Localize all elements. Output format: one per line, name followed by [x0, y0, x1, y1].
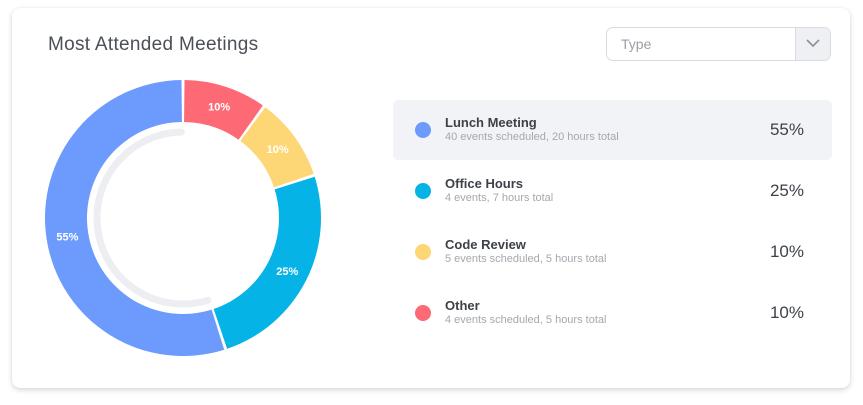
legend-row-lunch-meeting[interactable]: Lunch Meeting 40 events scheduled, 20 ho…	[393, 100, 832, 160]
slice-label: 55%	[56, 231, 78, 243]
type-select-toggle[interactable]	[795, 28, 830, 60]
slice-label: 25%	[276, 266, 298, 278]
legend-dot	[415, 305, 431, 321]
donut-chart: 10% 10% 25% 55%	[45, 80, 321, 356]
slice-label: 10%	[208, 102, 230, 114]
legend-dot	[415, 183, 431, 199]
legend-percent: 55%	[769, 120, 804, 139]
donut-inner-ring	[93, 128, 212, 308]
legend-name: Office Hours	[445, 176, 524, 191]
legend-subtitle: 4 events scheduled, 5 hours total	[445, 314, 607, 326]
legend-row-office-hours[interactable]: Office Hours 4 events, 7 hours total 25%	[393, 161, 832, 221]
legend-row-code-review[interactable]: Code Review 5 events scheduled, 5 hours …	[393, 222, 832, 282]
legend-row-other[interactable]: Other 4 events scheduled, 5 hours total …	[393, 283, 832, 343]
legend-percent: 10%	[769, 242, 804, 261]
donut-slice-office-hours[interactable]	[213, 176, 321, 349]
legend-dot	[415, 122, 431, 138]
donut-slice-other[interactable]	[184, 80, 263, 140]
legend-name: Lunch Meeting	[445, 115, 537, 130]
donut-slice-code-review[interactable]	[240, 107, 314, 188]
slice-label: 10%	[267, 144, 289, 156]
legend-percent: 10%	[769, 303, 804, 322]
legend-subtitle: 40 events scheduled, 20 hours total	[445, 131, 619, 143]
legend-name: Code Review	[445, 237, 526, 252]
card-title: Most Attended Meetings	[48, 34, 259, 55]
legend-name: Other	[445, 298, 480, 313]
type-select[interactable]: Type	[606, 27, 831, 61]
legend-list: Lunch Meeting 40 events scheduled, 20 ho…	[393, 100, 832, 344]
legend-subtitle: 5 events scheduled, 5 hours total	[445, 253, 607, 265]
donut-slice-lunch-meeting[interactable]	[45, 80, 225, 356]
legend-dot	[415, 244, 431, 260]
type-select-placeholder: Type	[621, 36, 652, 52]
chevron-down-icon	[806, 39, 820, 48]
legend-percent: 25%	[769, 181, 804, 200]
legend-subtitle: 4 events, 7 hours total	[445, 192, 554, 204]
